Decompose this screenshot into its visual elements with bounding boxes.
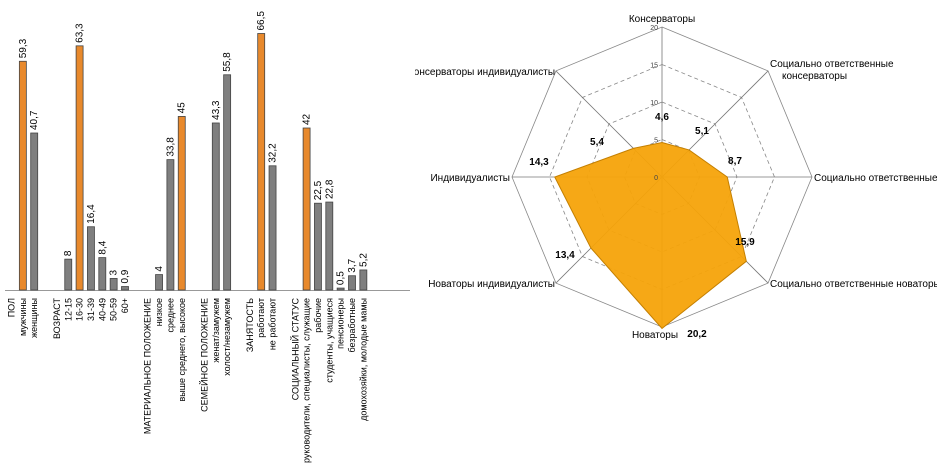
bar — [18, 60, 27, 291]
bar-value-label: 32,2 — [268, 143, 279, 163]
bar-category-label: выше среднего, высокое — [177, 298, 187, 402]
bar — [359, 269, 368, 291]
bar-value-label: 5,2 — [358, 253, 369, 267]
radar-tick-label: 10 — [650, 100, 658, 107]
bar-category-label: мужчины — [18, 298, 28, 336]
bar-value-label: 3 — [109, 269, 120, 275]
radar-axis-label: Консерваторы индивидуалисты — [415, 67, 555, 78]
bar-category-label: 31-39 — [86, 298, 96, 321]
bar-category-label: руководители, специалисты, служащие — [302, 298, 312, 463]
bar-category-label: женат/замужем — [211, 298, 221, 363]
radar-axis-label: Социально ответственные новаторы — [770, 279, 937, 290]
bar — [30, 132, 39, 291]
radar-value-label: 15,9 — [735, 237, 755, 248]
bar-value-label: 42 — [302, 113, 313, 125]
bar-value-label: 22,8 — [324, 179, 335, 199]
radar-axis-label: Новаторы индивидуалисты — [428, 279, 555, 290]
bar-category-label: женщины — [29, 298, 39, 338]
bar-value-label: 22,5 — [313, 180, 324, 200]
radar-axis-label: Индивидуалисты — [430, 173, 510, 184]
radar-value-label: 20,2 — [687, 329, 707, 340]
bar-category-label: СЕМЕЙНОЕ ПОЛОЖЕНИЕ — [198, 298, 209, 412]
bar-category-label: МАТЕРИАЛЬНОЕ ПОЛОЖЕНИЕ — [143, 298, 153, 434]
bar-value-label: 0,9 — [120, 269, 131, 283]
bar-category-label: домохозяйки, молодые мамы — [358, 298, 368, 421]
radar-tick-label: 0 — [654, 175, 658, 182]
bar — [302, 127, 311, 291]
bar-category-label: холост/незамужем — [222, 298, 232, 376]
bar-category-label: СОЦИАЛЬНЫЙ СТАТУС — [289, 298, 300, 401]
radar-tick-label: 5 — [654, 138, 658, 145]
radar-value-label: 5,4 — [590, 137, 604, 148]
bar — [177, 116, 186, 291]
bar-category-label: студенты, учащиеся — [324, 298, 334, 383]
radar-tick-label: 15 — [650, 63, 658, 70]
bar-category-label: 40-49 — [97, 298, 107, 321]
bar-value-label: 8 — [63, 250, 74, 256]
radar-value-label: 14,3 — [529, 157, 549, 168]
bar — [155, 274, 163, 291]
bar-category-label: пенсионеры — [336, 298, 346, 349]
bar-category-label: 12-15 — [63, 298, 73, 321]
radar-axis-label: Консерваторы — [629, 14, 695, 25]
bar-chart: ПОЛ 59,3 мужчины 40,7 женщины ВОЗРАСТ 8 12-15 63… — [5, 11, 410, 463]
bar — [109, 278, 118, 291]
bar-value-label: 45 — [177, 102, 188, 114]
radar-axis-label: Социально ответственные — [814, 173, 937, 184]
bar — [325, 201, 334, 291]
bar-category-label: безработные — [347, 298, 357, 353]
bar-value-label: 55,8 — [222, 52, 233, 72]
bar-category-label: ЗАНЯТОСТЬ — [245, 298, 255, 352]
bar-category-label: рабочие — [313, 298, 323, 333]
bar — [98, 257, 107, 291]
bar-value-label: 3,7 — [347, 258, 358, 272]
bar — [336, 287, 345, 291]
bar-value-label: 43,3 — [211, 100, 222, 120]
radar-value-label: 4,6 — [655, 112, 669, 123]
bar-category-label: 16-30 — [75, 298, 85, 321]
radar-axis-label: Социально ответственные консерваторы — [770, 59, 894, 82]
radar-value-label: 5,1 — [695, 126, 709, 137]
bar-value-label: 66,5 — [256, 11, 267, 31]
bar-category-label: среднее — [165, 298, 175, 333]
bar-value-label: 4 — [154, 266, 165, 272]
bar-value-label: 0,5 — [336, 271, 347, 285]
bar-value-label: 8,4 — [97, 240, 108, 254]
bar-category-label: 50-59 — [109, 298, 119, 321]
bar-category-label: 60+ — [120, 298, 130, 313]
bar-value-label: 59,3 — [18, 38, 29, 58]
bar — [211, 122, 220, 291]
radar-axis-label: Новаторы — [632, 330, 678, 341]
bar — [64, 258, 73, 291]
bar-value-label: 40,7 — [29, 110, 40, 130]
bar — [75, 45, 84, 291]
bar — [348, 275, 356, 291]
bar-category-label: ВОЗРАСТ — [52, 297, 62, 339]
bar-value-label: 16,4 — [86, 204, 97, 224]
bar-category-label: работают — [256, 298, 266, 338]
bar — [166, 159, 175, 291]
bar — [87, 226, 95, 291]
radar-value-label: 13,4 — [555, 250, 575, 261]
radar-value-label: 8,7 — [728, 156, 742, 167]
bar-category-label: ПОЛ — [7, 298, 17, 317]
bar — [314, 202, 322, 291]
bar-category-label: низкое — [154, 298, 164, 326]
bar — [268, 165, 277, 291]
radar-tick-label: 20 — [650, 25, 658, 32]
radar-data-area — [554, 141, 747, 330]
bar — [121, 286, 129, 291]
bar-value-label: 33,8 — [165, 137, 176, 157]
bar-category-label: не работают — [268, 298, 278, 350]
bar — [223, 74, 232, 291]
bar-value-label: 63,3 — [75, 23, 86, 43]
bar — [257, 33, 266, 291]
